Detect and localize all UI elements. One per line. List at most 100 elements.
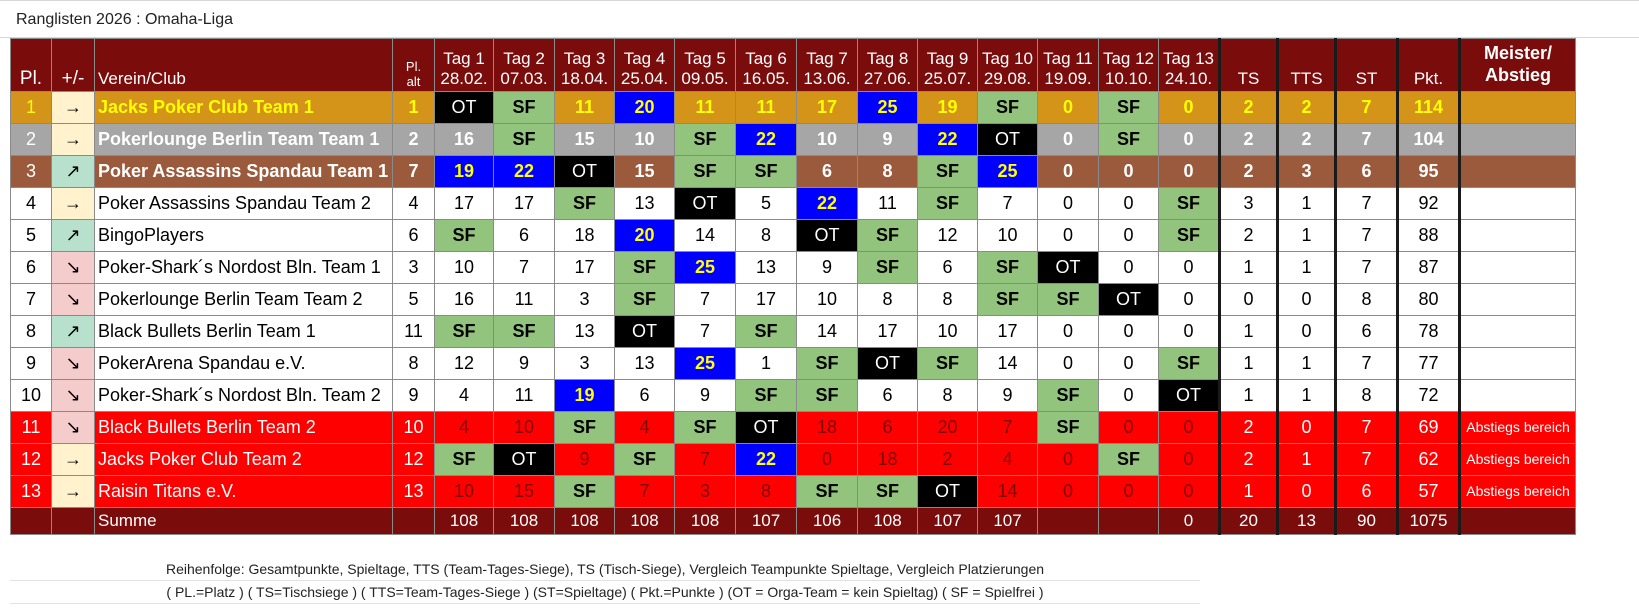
day-score: 0: [1098, 475, 1159, 508]
day-score: SF: [493, 315, 555, 348]
stat-st: 6: [1334, 155, 1398, 188]
day-score: 9: [857, 123, 918, 156]
sum-ts: 20: [1218, 507, 1278, 535]
trend-arrow-icon: ↘: [51, 283, 95, 316]
stat-pkt: 72: [1396, 379, 1460, 412]
header-day: Tag 10 29.08.: [977, 38, 1038, 92]
day-score: 7: [493, 251, 555, 284]
stat-st: 7: [1334, 123, 1398, 156]
rank-cell: 3: [10, 155, 52, 188]
stat-ts: 1: [1218, 251, 1278, 284]
stat-tts: 3: [1276, 155, 1336, 188]
day-score: OT: [735, 411, 797, 444]
header-day: Tag 11 19.09.: [1037, 38, 1099, 92]
club-name: Poker-Shark´s Nordost Bln. Team 1: [94, 251, 393, 284]
stat-ts: 1: [1218, 347, 1278, 380]
day-score: SF: [614, 283, 675, 316]
table-row: 7 ↘ Pokerlounge Berlin Team Team 2 5 16 11 3 SF…: [10, 283, 1576, 316]
day-score: 14: [977, 475, 1038, 508]
day-score: 10: [434, 475, 494, 508]
day-score: 25: [674, 251, 736, 284]
stat-ts: 2: [1218, 411, 1278, 444]
day-score: SF: [1098, 443, 1159, 476]
sum-label: Summe: [94, 507, 393, 535]
day-score: SF: [1158, 187, 1220, 220]
header-day: Tag 1 28.02.: [434, 38, 494, 92]
stat-tts: 2: [1276, 91, 1336, 124]
rank-cell: 7: [10, 283, 52, 316]
previous-rank: 10: [392, 411, 435, 444]
club-name: Poker Assassins Spandau Team 2: [94, 187, 393, 220]
day-score: 7: [977, 411, 1038, 444]
table-row: 10 ↘ Poker-Shark´s Nordost Bln. Team 2 9 4 11…: [10, 379, 1576, 412]
club-name: Poker Assassins Spandau Team 1: [94, 155, 393, 188]
stat-st: 7: [1334, 251, 1398, 284]
stat-pkt: 88: [1396, 219, 1460, 252]
table-row: 9 ↘ PokerArena Spandau e.V. 8 12 9 3 13 25 1 SF OT S…: [10, 347, 1576, 380]
day-date: 25.04.: [620, 69, 669, 88]
day-name: Tag 13: [1162, 49, 1215, 68]
stat-pkt: 62: [1396, 443, 1460, 476]
status-badge: [1458, 283, 1576, 316]
header-day: Tag 5 09.05.: [674, 38, 736, 92]
day-score: 0: [1037, 347, 1099, 380]
day-score: 17: [735, 283, 797, 316]
stat-pkt: 87: [1396, 251, 1460, 284]
day-name: Tag 1: [443, 49, 485, 68]
day-score: OT: [857, 347, 918, 380]
stat-pkt: 92: [1396, 187, 1460, 220]
sum-day: 107: [977, 507, 1038, 535]
sum-day: 108: [493, 507, 555, 535]
day-score: 18: [554, 219, 615, 252]
sum-st: 90: [1334, 507, 1398, 535]
table-row: 2 → Pokerlounge Berlin Team Team 1 2 16 SF 15 1…: [10, 123, 1576, 156]
day-score: SF: [796, 379, 858, 412]
day-name: Tag 5: [684, 49, 726, 68]
rank-cell: 6: [10, 251, 52, 284]
sum-day: 108: [857, 507, 918, 535]
header-pl-alt-line2: alt: [406, 74, 421, 89]
stat-ts: 2: [1218, 155, 1278, 188]
day-score: 10: [796, 283, 858, 316]
previous-rank: 8: [392, 347, 435, 380]
stat-st: 7: [1334, 91, 1398, 124]
previous-rank: 2: [392, 123, 435, 156]
day-score: 12: [917, 219, 978, 252]
day-score: 6: [857, 411, 918, 444]
sum-spacer-pl: [10, 507, 52, 535]
header-day: Tag 8 27.06.: [857, 38, 918, 92]
day-score: 11: [493, 379, 555, 412]
day-score: 22: [493, 155, 555, 188]
day-score: 3: [554, 283, 615, 316]
day-date: 27.06.: [863, 69, 912, 88]
rank-cell: 9: [10, 347, 52, 380]
day-score: 0: [1158, 251, 1220, 284]
summary-row: Summe 108 108 108 108 108 107 106 108 107 107 0 20 13…: [10, 507, 1576, 535]
sum-day: 107: [735, 507, 797, 535]
day-date: 16.05.: [742, 69, 790, 88]
stat-pkt: 95: [1396, 155, 1460, 188]
header-abstieg: Abstieg: [1484, 65, 1551, 85]
day-score: 7: [674, 283, 736, 316]
day-score: SF: [857, 475, 918, 508]
day-score: 3: [674, 475, 736, 508]
day-score: 11: [554, 91, 615, 124]
status-badge: [1458, 187, 1576, 220]
trend-arrow-icon: →: [51, 187, 95, 220]
day-score: SF: [796, 475, 858, 508]
stat-tts: 0: [1276, 411, 1336, 444]
stat-ts: 1: [1218, 315, 1278, 348]
previous-rank: 1: [392, 91, 435, 124]
day-score: 25: [977, 155, 1038, 188]
day-score: 17: [493, 187, 555, 220]
day-score: 8: [857, 155, 918, 188]
day-score: 14: [977, 347, 1038, 380]
day-score: 0: [1098, 347, 1159, 380]
status-badge: Abstiegs bereich: [1458, 475, 1576, 508]
header-meister-abstieg: Meister/Abstieg: [1458, 38, 1576, 92]
day-score: 7: [977, 187, 1038, 220]
stat-tts: 1: [1276, 251, 1336, 284]
day-score: SF: [977, 283, 1038, 316]
day-score: SF: [1158, 347, 1220, 380]
day-score: 0: [1098, 219, 1159, 252]
